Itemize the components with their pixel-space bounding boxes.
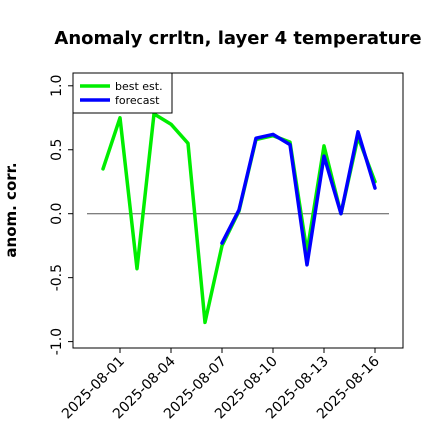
legend-label-forecast: forecast	[115, 94, 160, 107]
y-tick-label: 0.5	[49, 139, 65, 161]
legend-label-best-est: best est.	[115, 80, 163, 93]
y-tick-label: -0.5	[49, 264, 65, 291]
y-tick-label: 1.0	[49, 75, 65, 97]
y-axis-label: anom. corr.	[2, 162, 20, 257]
series-line-forecast	[220, 130, 377, 267]
x-axis: 2025-08-012025-08-042025-08-072025-08-10…	[59, 348, 383, 422]
y-tick-label: 0.0	[49, 203, 65, 225]
y-tick-label: -1.0	[49, 328, 65, 355]
legend-box	[72, 72, 173, 114]
y-axis: -1.0 -0.5 0.0 0.5 1.0	[49, 75, 73, 355]
series-group	[101, 112, 377, 325]
legend: best est. forecast	[72, 72, 173, 114]
chart-title: Anomaly crrltn, layer 4 temperature	[54, 28, 421, 49]
